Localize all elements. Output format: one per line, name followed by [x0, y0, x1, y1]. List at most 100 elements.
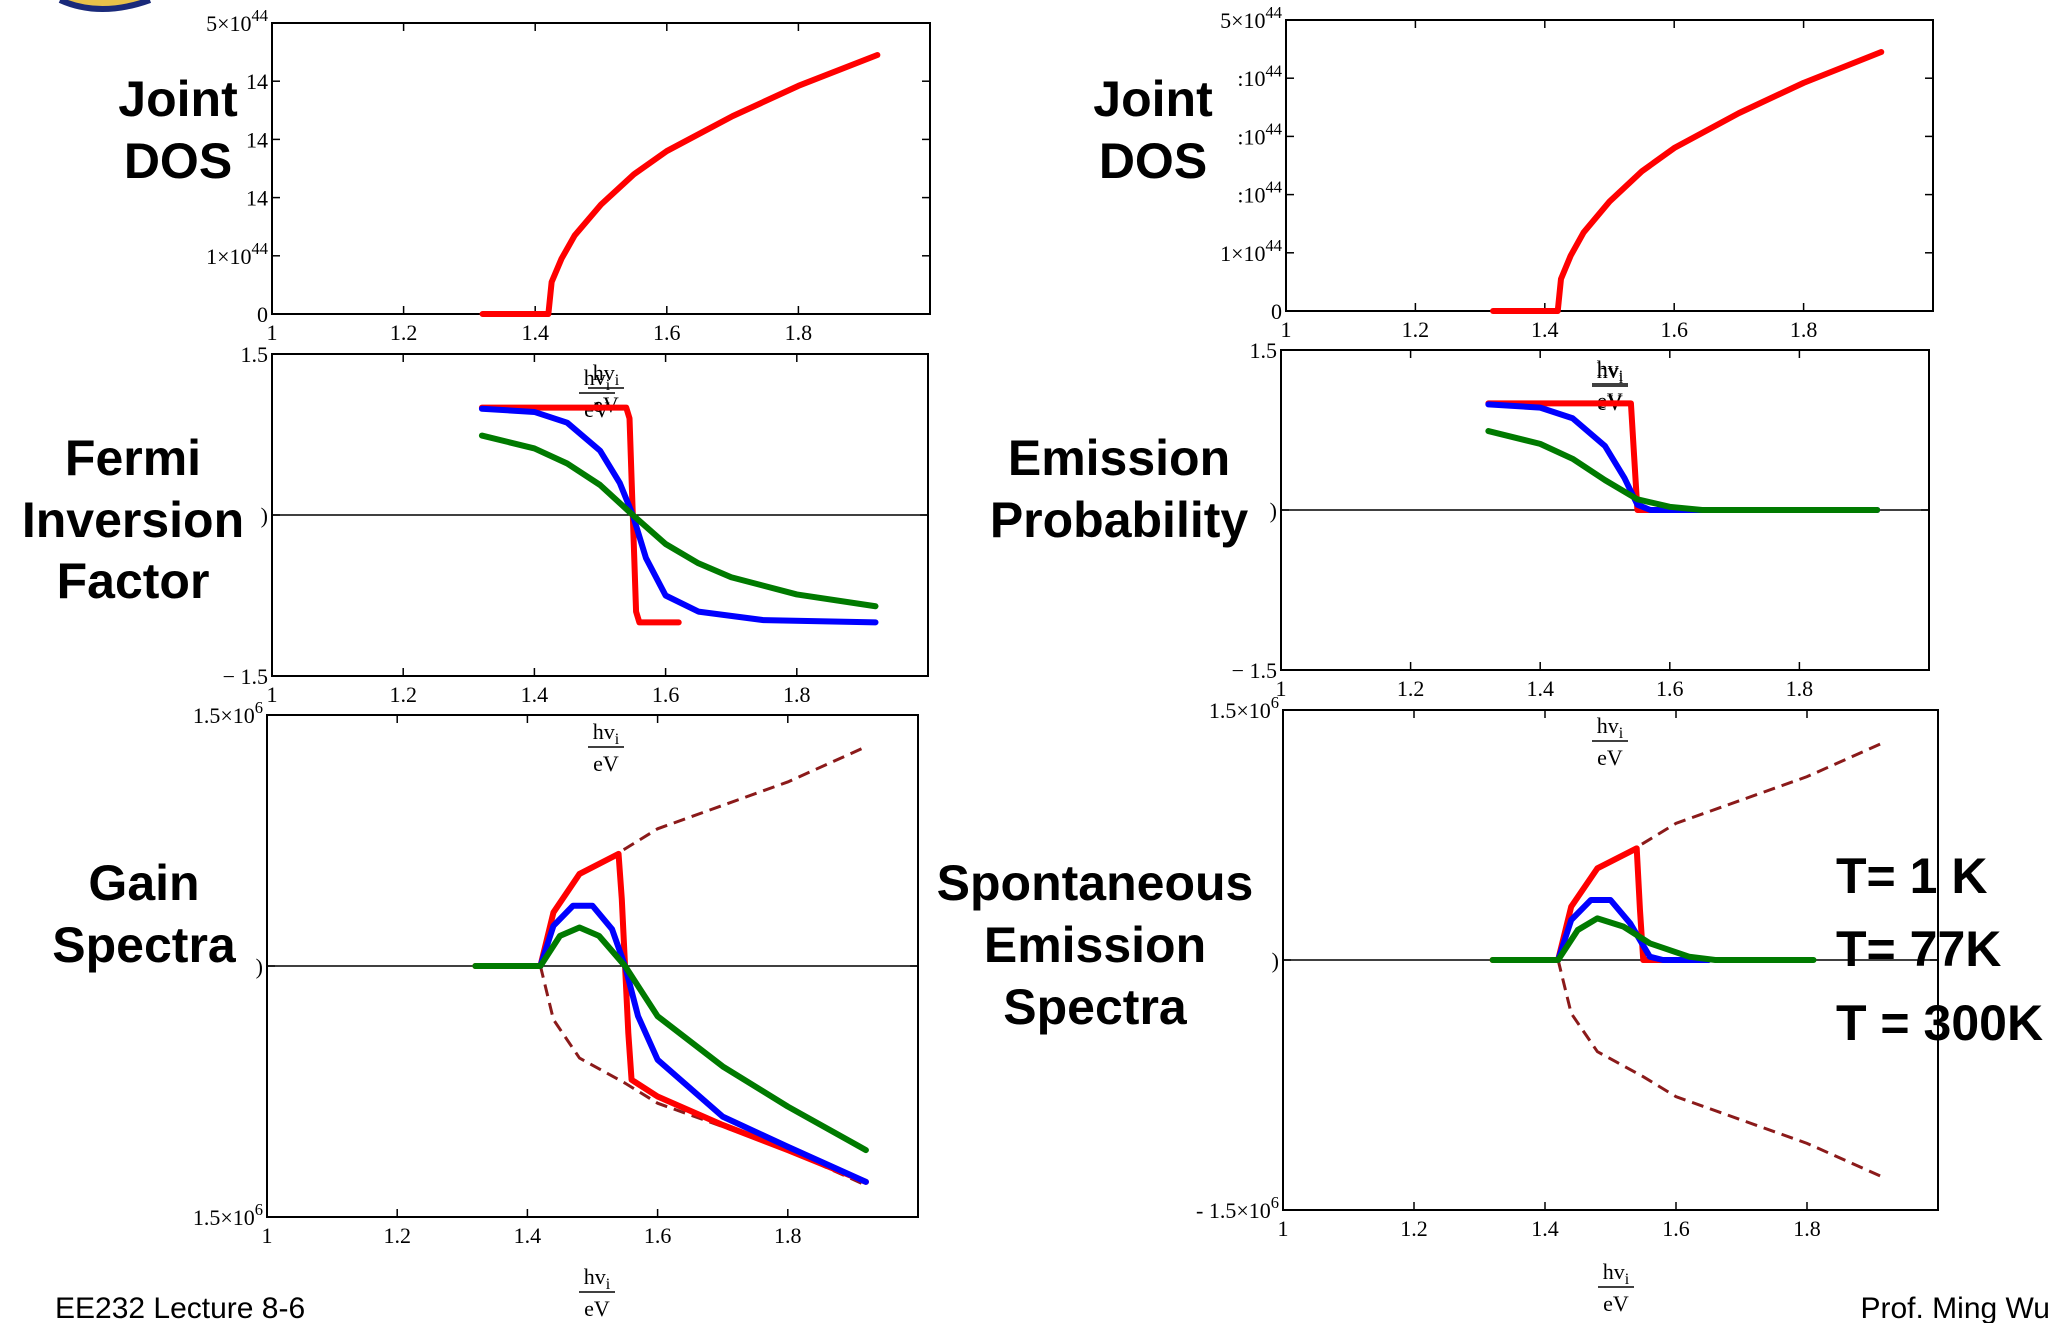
y-tick-label: - 1.5×106: [1196, 1193, 1279, 1223]
y-tick-label: 1.5×106: [1209, 693, 1279, 723]
svg-text:hvi: hvi: [1597, 356, 1624, 385]
y-tick-label: ): [1272, 948, 1279, 973]
chart-side-label: Fermi: [65, 430, 201, 486]
x-tick-label: 1.2: [383, 1223, 411, 1248]
y-tick-label: ): [261, 503, 268, 528]
x-tick-label: 1.2: [389, 682, 417, 707]
svg-text:eV: eV: [584, 1296, 610, 1321]
y-tick-label: 5×1044: [206, 6, 268, 36]
chart-jdos-right: 1 1.2 1.4 1.6 1.8 0 1×1044:1044:1044:1044 5×104…: [1093, 3, 1934, 415]
chart-side-label: Gain: [88, 855, 199, 911]
chart-spont-right: 1 1.2 1.4 1.6 1.8 - 1.5×106) 1.5×106 hvi eV hvi eV…: [937, 693, 1939, 1316]
series-line-t1: [1485, 400, 1881, 513]
chart-gain-left: 1 1.2 1.4 1.6 1.8 1.5×106) 1.5×106 hvi eV hvi eV Ga…: [52, 698, 919, 1321]
svg-text:hvi: hvi: [584, 365, 611, 394]
series-line-t300: [472, 924, 869, 1154]
x-tick-label: 1.6: [1660, 317, 1688, 342]
y-tick-label: 1×1044: [1220, 236, 1282, 266]
envelope-line: [1556, 959, 1887, 1180]
x-tick-label: 1: [267, 320, 278, 345]
svg-text:hvi: hvi: [1597, 713, 1624, 742]
y-tick-label: 1.5: [1250, 338, 1278, 363]
svg-text:eV: eV: [593, 751, 619, 776]
x-tick-label: 1: [1281, 317, 1292, 342]
chart-side-label: Factor: [57, 553, 210, 609]
x-tick-label: 1.8: [774, 1223, 802, 1248]
y-tick-label: ): [256, 954, 263, 979]
chart-side-label: Emission: [984, 917, 1206, 973]
x-axis-label: hvi eV: [588, 360, 624, 417]
x-tick-label: 1.6: [1662, 1216, 1690, 1241]
x-tick-label: 1: [267, 682, 278, 707]
svg-text:hvi: hvi: [593, 360, 620, 389]
y-tick-label: 1.5×106: [193, 698, 263, 728]
chart-side-label: Spontaneous: [937, 855, 1254, 911]
series-line-t300: [1485, 428, 1881, 513]
series-line-t1: [1490, 49, 1885, 314]
series-line-t1: [472, 850, 869, 1185]
y-tick-label: 14: [246, 127, 268, 152]
x-tick-label: 1.8: [1793, 1216, 1821, 1241]
x-axis-label: hvi eV: [588, 719, 624, 776]
chart-side-label: Inversion: [22, 492, 244, 548]
x-tick-label: 1.6: [652, 682, 680, 707]
svg-text:hvi: hvi: [593, 719, 620, 748]
x-tick-label: 1.2: [1402, 317, 1430, 342]
series-line-t300: [1489, 915, 1817, 963]
x-axis-label-bottom: hvi eV: [579, 1264, 615, 1321]
chart-side-label: Joint: [1093, 71, 1213, 127]
svg-text:eV: eV: [1603, 1291, 1629, 1316]
chart-side-label: Spectra: [1003, 979, 1188, 1035]
footer-author: Prof. Ming Wu: [1860, 1292, 2050, 1323]
y-tick-label: :1044: [1237, 61, 1282, 91]
series-line-t1: [1489, 845, 1666, 963]
svg-text:hvi: hvi: [1597, 358, 1624, 387]
legend-t300: T = 300K: [1836, 995, 2043, 1051]
y-tick-label: − 1.5: [1232, 658, 1277, 683]
x-tick-label: 1.6: [1656, 676, 1684, 701]
x-tick-label: 1.8: [1790, 317, 1818, 342]
y-tick-label: 0: [1271, 299, 1282, 324]
chart-emission-right: 1 1.2 1.4 1.6 1.8− 1.5)1.5hvieVEmissionProba…: [990, 338, 1930, 701]
chart-jdos-left: 1 1.2 1.4 1.6 1.801×10441414145×1044hvieVJoi…: [118, 6, 931, 422]
y-tick-label: 0: [257, 302, 268, 327]
series-line-t300: [478, 432, 879, 610]
chart-side-label: DOS: [1099, 133, 1207, 189]
y-tick-label: 1.5×106: [193, 1200, 263, 1230]
x-tick-label: 1.6: [653, 320, 681, 345]
plot-frame: [1285, 19, 1934, 312]
x-tick-label: 1: [1278, 1216, 1289, 1241]
y-tick-label: :1044: [1237, 120, 1282, 150]
x-tick-label: 1.4: [521, 682, 549, 707]
svg-text:hvi: hvi: [1603, 1259, 1630, 1288]
legend-t1: T= 1 K: [1836, 848, 1987, 904]
series-line-t77: [537, 902, 869, 1185]
x-tick-label: 1.4: [1531, 1216, 1559, 1241]
svg-text:hvi: hvi: [584, 1264, 611, 1293]
svg-text:eV: eV: [593, 392, 619, 417]
legend-t77: T= 77K: [1836, 921, 2001, 977]
y-tick-label: 1×1044: [206, 239, 268, 269]
x-tick-label: 1.4: [1531, 317, 1559, 342]
svg-text:eV: eV: [1597, 745, 1623, 770]
chart-fermi-left: 1 1.2 1.4 1.6 1.8− 1.5)1.5hvieVFermiInversio…: [22, 342, 929, 707]
x-tick-label: 1.2: [1397, 676, 1425, 701]
x-tick-label: 1.2: [390, 320, 418, 345]
x-tick-label: 1.8: [783, 682, 811, 707]
chart-side-label: Probability: [990, 492, 1249, 548]
chart-side-label: Joint: [118, 71, 238, 127]
series-line-t77: [1555, 897, 1712, 963]
series-line-t77: [1485, 401, 1881, 513]
y-tick-label: 5×1044: [1220, 3, 1282, 33]
y-tick-label: 14: [246, 186, 268, 211]
y-tick-label: 14: [246, 69, 268, 94]
chart-side-label: Spectra: [52, 917, 237, 973]
university-seal-icon: [58, 0, 152, 12]
x-tick-label: 1.2: [1400, 1216, 1428, 1241]
y-tick-label: 1.5: [241, 342, 269, 367]
footer-lecture: EE232 Lecture 8-6: [55, 1292, 305, 1323]
x-tick-label: 1: [1276, 676, 1287, 701]
x-axis-label-bottom: hvi eV: [1598, 1259, 1634, 1316]
x-tick-label: 1: [262, 1223, 273, 1248]
series-line-t1: [479, 52, 881, 317]
